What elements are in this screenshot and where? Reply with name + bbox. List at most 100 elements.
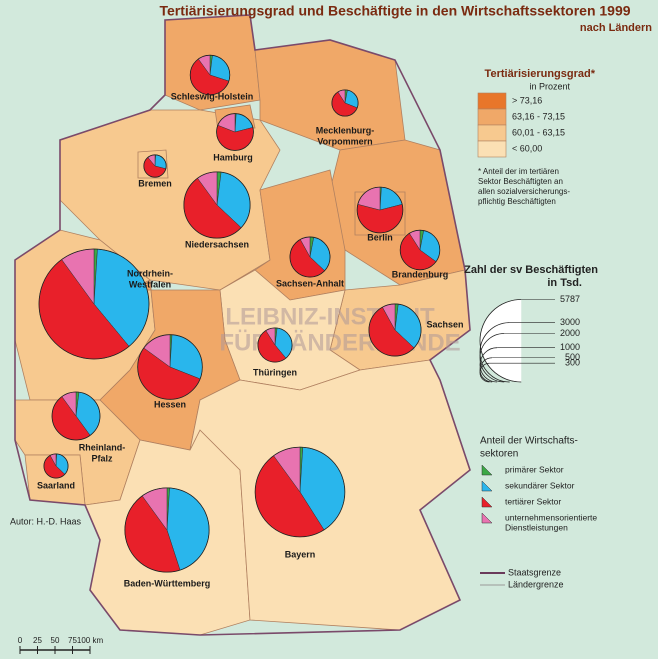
border-label: Ländergrenze <box>508 579 564 589</box>
state-label: Baden-Württemberg <box>124 578 211 588</box>
state-label: Vorpommern <box>317 136 372 146</box>
title: Tertiärisierungsgrad und Beschäftigte in… <box>159 3 630 19</box>
legend-unit: in Prozent <box>529 81 570 91</box>
pie-outline <box>189 54 231 96</box>
state-label: Nordrhein- <box>127 268 173 278</box>
state-label: Bremen <box>138 178 172 188</box>
legend-label: 63,16 - 73,15 <box>512 111 565 121</box>
note: Sektor Beschäftigten an <box>478 177 563 186</box>
state-label: Brandenburg <box>392 269 449 279</box>
state-label: Rheinland- <box>79 442 126 452</box>
sector-legend-title: Anteil der Wirtschafts- <box>480 436 578 447</box>
sector-legend-title: sektoren <box>480 449 518 460</box>
size-label: 300 <box>565 358 580 368</box>
state-label: Westfalen <box>129 279 171 289</box>
note: pflichtig Beschäftigten <box>478 197 556 206</box>
pie-outline <box>137 334 203 400</box>
state-label: Pfalz <box>91 453 113 463</box>
pie <box>254 446 346 538</box>
legend-swatch <box>477 124 507 142</box>
state-label: Hessen <box>154 399 186 409</box>
state-label: Sachsen-Anhalt <box>276 278 344 288</box>
scale-label: 0 <box>18 636 23 645</box>
size-label: 2000 <box>560 328 580 338</box>
size-legend-unit: in Tsd. <box>547 277 582 289</box>
sector-label: primärer Sektor <box>505 464 564 474</box>
note: * Anteil der im tertiären <box>478 167 559 176</box>
state-label: Mecklenburg- <box>316 125 375 135</box>
pie-outline <box>183 171 251 239</box>
pie <box>137 334 203 400</box>
pie <box>143 154 167 178</box>
pie-outline <box>356 186 404 234</box>
pie <box>183 171 251 239</box>
pie-outline <box>43 453 69 479</box>
size-circle <box>479 347 498 383</box>
subtitle: nach Ländern <box>580 22 652 34</box>
state-label: Thüringen <box>253 367 297 377</box>
pie-outline <box>289 236 331 278</box>
pie-outline <box>216 113 254 151</box>
national-border <box>14 14 471 636</box>
state-label: Sachsen <box>426 319 463 329</box>
sector-swatch <box>481 464 493 476</box>
sector-swatch <box>481 512 493 524</box>
state-label: Bayern <box>285 549 316 559</box>
sector-swatch <box>481 496 493 508</box>
scale-label: 50 <box>51 636 60 645</box>
size-label: 500 <box>565 352 580 362</box>
sector-label: tertiärer Sektor <box>505 496 561 506</box>
legend-swatch <box>477 92 507 110</box>
size-legend-title: Zahl der sv Beschäftigten <box>464 264 598 276</box>
legend-label: > 73,16 <box>512 95 542 105</box>
pie <box>368 303 422 357</box>
sector-swatch <box>481 480 493 492</box>
size-label: 3000 <box>560 317 580 327</box>
state-label: Saarland <box>37 480 75 490</box>
state-label: Schleswig-Holstein <box>171 91 254 101</box>
scale-label: 75 <box>68 636 77 645</box>
pie <box>216 113 254 151</box>
size-circle <box>479 299 522 383</box>
scale-label: 100 km <box>77 636 104 645</box>
legend-label: < 60,00 <box>512 143 542 153</box>
pie <box>124 487 210 573</box>
scale-label: 25 <box>33 636 42 645</box>
pie-outline <box>399 229 441 271</box>
pie-outline <box>368 303 422 357</box>
watermark: LEIBNIZ-INSTITUT FÜR LÄNDERKUNDE <box>219 303 460 356</box>
pie <box>289 236 331 278</box>
note: allen sozialversicherungs- <box>478 187 570 196</box>
legend-swatch <box>477 108 507 126</box>
sector-label: sekundärer Sektor <box>505 480 575 490</box>
state-label: Hamburg <box>213 152 253 162</box>
pie <box>331 89 359 117</box>
pie <box>356 186 404 234</box>
pie-outline <box>124 487 210 573</box>
sector-label: unternehmensorientierte <box>505 512 597 522</box>
pie <box>399 229 441 271</box>
legend-title: Tertiärisierungsgrad* <box>485 68 596 80</box>
pie-outline <box>257 327 293 363</box>
size-circle <box>479 362 490 383</box>
pie-outline <box>143 154 167 178</box>
size-label: 1000 <box>560 342 580 352</box>
pie-outline <box>51 391 101 441</box>
size-label: 5787 <box>560 294 580 304</box>
pie <box>38 248 150 360</box>
pie <box>51 391 101 441</box>
author: Autor: H.-D. Haas <box>10 516 82 526</box>
legend-swatch <box>477 140 507 158</box>
pie-outline <box>38 248 150 360</box>
pie <box>257 327 293 363</box>
pie <box>43 453 69 479</box>
border-label: Staatsgrenze <box>508 567 561 577</box>
state-label: Niedersachsen <box>185 239 249 249</box>
pie <box>189 54 231 96</box>
sector-label: Dienstleistungen <box>505 522 568 532</box>
size-circle <box>479 333 505 383</box>
legend-label: 60,01 - 63,15 <box>512 127 565 137</box>
pie-outline <box>331 89 359 117</box>
watermark-text: FÜR LÄNDERKUNDE <box>219 329 460 356</box>
